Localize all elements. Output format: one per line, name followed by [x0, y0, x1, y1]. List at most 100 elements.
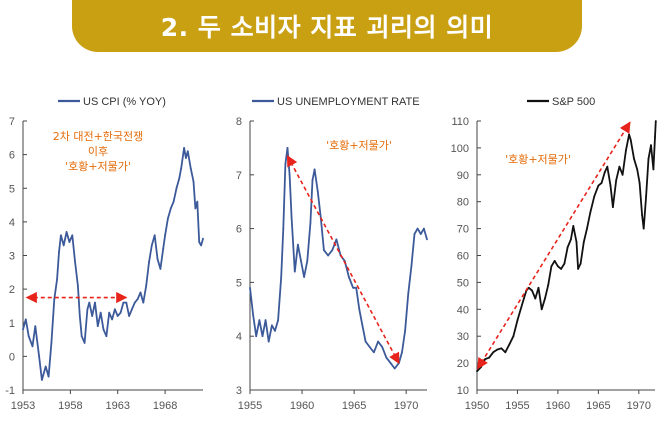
data-point [102, 328, 105, 331]
data-point [579, 262, 582, 265]
data-point [544, 297, 546, 300]
data-point [512, 335, 515, 338]
x-tick-label: 1955 [238, 400, 262, 412]
data-point [582, 241, 585, 243]
data-point [41, 379, 43, 381]
y-tick-label: 20 [457, 358, 469, 370]
data-point [331, 249, 334, 252]
data-point [348, 276, 350, 278]
data-point [355, 286, 358, 289]
data-point [178, 177, 181, 180]
data-point [534, 297, 537, 300]
y-tick-label: 8 [236, 116, 242, 128]
y-tick-label: 4 [9, 217, 15, 229]
data-point [352, 286, 354, 289]
y-tick-label: -1 [5, 385, 15, 397]
data-point [364, 340, 367, 343]
y-tick-label: 100 [451, 143, 469, 155]
y-tick-label: 2 [9, 284, 15, 296]
data-point [111, 318, 113, 321]
data-point [423, 227, 425, 230]
data-point [638, 182, 641, 184]
data-point [172, 200, 175, 203]
data-point [645, 195, 647, 198]
data-point [373, 351, 375, 354]
y-tick-label: 0 [9, 351, 15, 363]
data-point [88, 301, 91, 304]
data-point [200, 244, 203, 247]
x-tick-label: 1958 [58, 400, 82, 412]
y-tick-label: 3 [9, 251, 15, 263]
data-point [407, 292, 410, 295]
y-tick-label: 30 [457, 331, 469, 343]
data-point [316, 190, 319, 192]
data-point [633, 157, 635, 160]
data-point [586, 227, 588, 230]
data-point [618, 165, 621, 168]
data-point [22, 328, 24, 331]
data-point [164, 234, 167, 237]
title-banner: 2. 두 소비자 지표 괴리의 의미 [72, 0, 582, 52]
data-point [629, 138, 632, 141]
data-point [122, 301, 125, 304]
data-point [603, 171, 606, 174]
data-point [636, 168, 639, 171]
data-point [150, 244, 153, 247]
data-point [105, 335, 108, 338]
data-point [282, 227, 285, 230]
x-tick-label: 1968 [153, 400, 177, 412]
data-point [589, 211, 592, 214]
data-point [271, 324, 273, 327]
chart-3: 10 20 30 40 50 60 70 80 90 100 110 1950 1955 1960 1965… [451, 96, 657, 412]
data-point [202, 237, 204, 240]
data-point [368, 346, 371, 348]
data-point [27, 335, 30, 338]
data-point [358, 308, 361, 311]
data-point [264, 319, 267, 321]
y-tick-label: 90 [457, 170, 469, 182]
data-point [56, 278, 58, 280]
y-tick-label: 7 [9, 116, 15, 128]
data-point [597, 184, 600, 187]
x-tick-label: 1963 [105, 400, 129, 412]
data-point [531, 289, 533, 292]
data-point [142, 301, 145, 304]
data-point [133, 301, 136, 304]
data-point [609, 184, 612, 187]
data-point [523, 297, 525, 300]
data-point [136, 298, 139, 301]
y-tick-label: 50 [457, 277, 469, 289]
data-point [91, 315, 94, 317]
data-point [606, 165, 609, 168]
data-point [99, 311, 102, 314]
data-point [389, 362, 392, 364]
data-point [24, 318, 27, 321]
data-point [476, 370, 478, 373]
data-point [519, 308, 522, 311]
chart-2: 3 4 5 6 7 8 1955 1960 1965 1970 US UNEMPLOYMENT RA… [236, 96, 428, 412]
data-point [198, 241, 201, 243]
data-point [44, 365, 47, 368]
data-point [488, 356, 490, 359]
data-point [600, 182, 603, 184]
data-point [194, 207, 197, 210]
data-point [413, 233, 416, 235]
data-point [108, 311, 111, 314]
data-point [484, 358, 486, 360]
data-point [377, 340, 379, 343]
data-point [416, 227, 419, 230]
data-point [496, 348, 499, 351]
data-point [540, 308, 543, 311]
data-point [169, 207, 172, 210]
data-point [480, 366, 482, 368]
data-point [547, 284, 550, 286]
y-tick-label: 80 [457, 197, 469, 209]
data-point [410, 265, 413, 268]
data-point [654, 120, 657, 122]
data-point [419, 233, 422, 235]
data-point [68, 241, 71, 243]
data-point [492, 351, 495, 354]
data-point [145, 284, 148, 287]
x-tick-label: 1955 [505, 400, 529, 412]
y-tick-label: 3 [236, 385, 242, 397]
